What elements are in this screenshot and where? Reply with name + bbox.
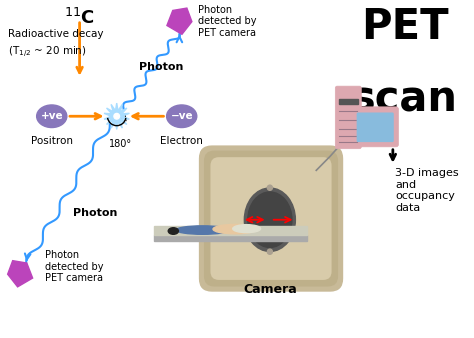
Ellipse shape: [233, 225, 261, 233]
Text: scan: scan: [351, 79, 458, 121]
Ellipse shape: [166, 105, 197, 127]
FancyBboxPatch shape: [352, 107, 399, 147]
Ellipse shape: [213, 224, 257, 234]
Ellipse shape: [168, 228, 178, 234]
Text: PET: PET: [361, 6, 448, 48]
Polygon shape: [104, 103, 129, 129]
Text: +ve: +ve: [40, 111, 63, 121]
FancyBboxPatch shape: [199, 145, 343, 292]
Text: 180°: 180°: [109, 139, 132, 149]
Polygon shape: [8, 261, 33, 287]
FancyBboxPatch shape: [356, 113, 394, 142]
Text: Photon: Photon: [73, 208, 117, 218]
Text: Photon: Photon: [138, 62, 183, 72]
Bar: [338, 99, 358, 104]
Text: Camera: Camera: [243, 283, 297, 296]
FancyBboxPatch shape: [210, 157, 332, 280]
Bar: [154, 235, 307, 241]
FancyBboxPatch shape: [335, 86, 361, 149]
Circle shape: [114, 114, 119, 119]
Text: (T$_{1/2}$ ~ 20 min): (T$_{1/2}$ ~ 20 min): [8, 45, 86, 60]
FancyBboxPatch shape: [204, 151, 338, 287]
Text: −ve: −ve: [170, 111, 193, 121]
Text: 3-D images
and
occupancy
data: 3-D images and occupancy data: [395, 168, 459, 213]
Text: $^{11}$C: $^{11}$C: [64, 8, 95, 28]
Circle shape: [267, 185, 273, 190]
Bar: [154, 226, 307, 235]
Ellipse shape: [36, 105, 67, 127]
Text: Radioactive decay: Radioactive decay: [8, 29, 103, 39]
Text: Photon
detected by
PET camera: Photon detected by PET camera: [45, 250, 103, 283]
Polygon shape: [167, 8, 192, 34]
Ellipse shape: [248, 192, 292, 247]
Text: Photon
detected by
PET camera: Photon detected by PET camera: [198, 5, 256, 38]
Text: Electron: Electron: [160, 136, 203, 146]
Ellipse shape: [244, 188, 295, 251]
Circle shape: [267, 249, 273, 254]
Ellipse shape: [176, 226, 229, 234]
Text: Positron: Positron: [31, 136, 73, 146]
